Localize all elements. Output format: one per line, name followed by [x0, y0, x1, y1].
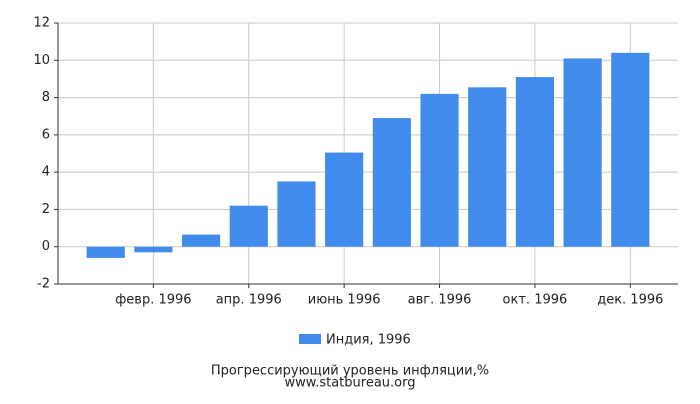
y-tick-label: 0 [42, 239, 50, 254]
y-tick-label: 2 [42, 202, 50, 217]
x-tick-label: апр. 1996 [216, 293, 282, 308]
bar [325, 152, 364, 247]
bar [515, 77, 554, 247]
bar [134, 246, 173, 253]
y-tick-label: 12 [33, 16, 50, 31]
bar [468, 87, 507, 247]
bar [229, 205, 268, 247]
x-tick-label: дек. 1996 [597, 293, 663, 308]
bar [277, 181, 316, 247]
y-tick-label: 6 [42, 127, 50, 142]
y-tick-label: 8 [42, 90, 50, 105]
bar [86, 246, 125, 258]
legend-label: Индия, 1996 [326, 333, 411, 348]
x-tick-label: авг. 1996 [408, 293, 472, 308]
y-tick-label: -2 [37, 277, 50, 292]
x-tick-label: июнь 1996 [308, 293, 381, 308]
legend-swatch [299, 334, 321, 344]
y-tick-label: 4 [42, 165, 50, 180]
x-tick-label: окт. 1996 [503, 293, 568, 308]
bar [182, 234, 221, 247]
bar [420, 93, 459, 247]
bar [611, 52, 650, 247]
bar [563, 58, 602, 247]
y-tick-label: 10 [33, 53, 50, 68]
chart-title: Прогрессирующий уровень инфляции,% [211, 364, 489, 379]
chart-subtitle: www.statbureau.org [285, 376, 416, 391]
x-tick-label: февр. 1996 [115, 293, 191, 308]
bar [372, 118, 411, 247]
